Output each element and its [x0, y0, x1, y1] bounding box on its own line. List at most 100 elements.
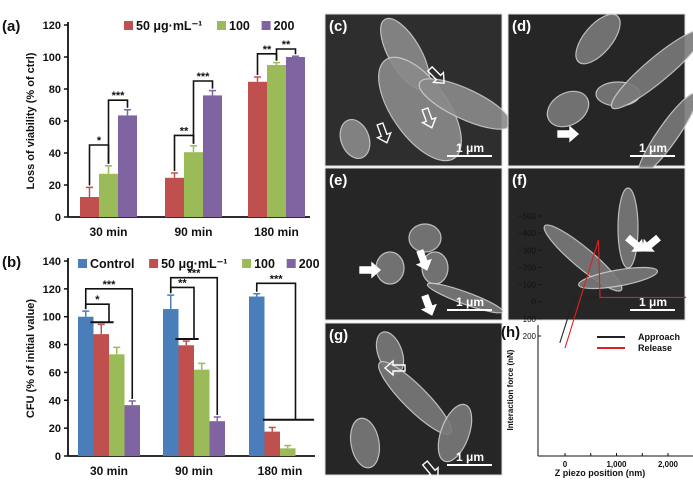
chart-a: (a) 0 20 40 60 80 100 120 Loss of viability (% o… — [2, 18, 310, 239]
scale-label: 1 μm — [639, 141, 667, 155]
arrow-icon — [415, 249, 432, 271]
significance-label: * — [97, 135, 102, 147]
significance-label: * — [95, 294, 100, 306]
legend-swatch — [78, 259, 87, 268]
significance-label: ** — [282, 39, 291, 51]
y-tick-label: 200 — [523, 332, 537, 341]
significance-bracket — [255, 282, 297, 420]
legend-label: Control — [90, 257, 134, 271]
bar — [165, 177, 184, 217]
bacterium — [408, 223, 442, 253]
sem-image-f: (f) 1 μm — [507, 167, 686, 321]
bar — [209, 421, 225, 456]
x-tick-label: 180 min — [258, 464, 303, 478]
x-tick-label: 90 min — [175, 464, 213, 478]
bar — [80, 197, 99, 217]
legend-swatch — [286, 259, 296, 268]
arrow-icon — [557, 125, 580, 143]
legend-label: Approach — [638, 332, 680, 342]
bacterium — [575, 13, 621, 65]
bacterium — [426, 282, 504, 314]
y-tick-label: 100 — [523, 315, 537, 324]
y-tick-label: 120 — [43, 20, 61, 32]
arrow-icon — [426, 65, 445, 84]
panel-label: (d) — [512, 18, 531, 35]
y-tick-label: −100 — [518, 281, 537, 290]
sem-image-d: (d) 1 μm — [507, 13, 693, 176]
arrow-icon — [420, 294, 437, 316]
panel-label: (g) — [329, 327, 348, 344]
bar — [99, 173, 118, 217]
bar — [109, 354, 125, 456]
bar — [267, 65, 286, 217]
significance-bracket — [275, 48, 297, 61]
bar — [124, 405, 140, 456]
significance-bracket — [169, 286, 195, 339]
bacterium — [546, 90, 590, 128]
bar — [194, 369, 210, 456]
bar — [203, 95, 222, 217]
y-tick-label: 20 — [49, 423, 61, 435]
significance-label: *** — [270, 273, 284, 285]
bacterium — [349, 417, 381, 469]
significance-label: *** — [103, 279, 117, 291]
x-tick-label: 30 min — [90, 464, 128, 478]
y-tick-label: −200 — [518, 263, 537, 272]
bar — [264, 431, 280, 456]
significance-bracket — [84, 288, 134, 399]
y-tick-label: 0 — [532, 298, 537, 307]
y-tick-label: 0 — [55, 451, 61, 463]
x-tick-label: 2,000 — [658, 460, 679, 469]
bar — [249, 296, 265, 456]
bacterium — [610, 28, 693, 110]
scale-label: 1 μm — [456, 295, 484, 309]
y-tick-label: 120 — [43, 284, 61, 296]
y-tick-label: 140 — [43, 256, 61, 268]
significance-label: ** — [180, 125, 189, 137]
legend-swatch — [261, 21, 271, 30]
arrow-icon — [383, 359, 406, 377]
series-line-release — [564, 239, 687, 349]
x-tick-label: 180 min — [254, 225, 299, 239]
legend-label: 50 μg·mL⁻¹ — [161, 257, 227, 271]
bar — [93, 334, 109, 456]
legend-swatch — [217, 21, 226, 30]
panel-label: (b) — [2, 254, 21, 271]
bacterium — [375, 251, 405, 285]
panel-label: (f) — [512, 172, 527, 189]
y-tick-label: 100 — [43, 52, 61, 64]
y-tick-label: −300 — [518, 246, 537, 255]
significance-label: *** — [197, 71, 211, 83]
x-tick-label: 1,000 — [606, 460, 627, 469]
legend-swatch — [124, 21, 133, 30]
y-tick-label: 80 — [49, 340, 61, 352]
bar — [178, 345, 194, 456]
y-axis-label: CFU (% of initial value) — [25, 299, 37, 419]
panel-label: (h) — [501, 324, 520, 341]
y-tick-label: 0 — [55, 212, 61, 224]
significance-label: ** — [263, 44, 272, 56]
y-tick-label: 40 — [49, 395, 61, 407]
panel-label: (a) — [2, 18, 20, 35]
sem-image-c: (c) 1 μm — [324, 13, 512, 167]
bacterium — [617, 187, 639, 269]
significance-bracket — [107, 99, 129, 164]
y-tick-label: −500 — [518, 212, 537, 221]
bar — [78, 316, 94, 456]
panel-label: (c) — [329, 18, 347, 35]
bar — [286, 57, 305, 217]
y-axis-label: Interaction force (nN) — [506, 349, 515, 430]
bacterium — [339, 119, 371, 159]
significance-bracket — [169, 276, 219, 415]
y-tick-label: −400 — [518, 229, 537, 238]
scale-label: 1 μm — [456, 450, 484, 464]
bar — [248, 81, 267, 217]
bar — [118, 115, 137, 217]
y-tick-label: 60 — [49, 116, 61, 128]
arrow-icon — [359, 261, 382, 279]
legend-swatch — [149, 259, 159, 268]
x-axis-label: Z piezo position (nm) — [555, 468, 646, 478]
arrow-icon — [375, 122, 392, 144]
y-tick-label: 40 — [49, 148, 61, 160]
